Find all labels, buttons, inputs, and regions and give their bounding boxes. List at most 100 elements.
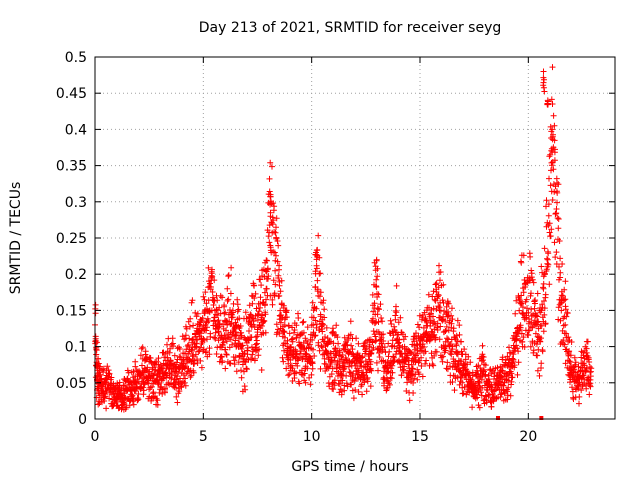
data-point: [100, 369, 107, 376]
data-point: [133, 379, 140, 386]
data-point: [370, 328, 377, 335]
data-point: [280, 329, 287, 336]
data-point: [435, 303, 442, 310]
data-point: [268, 219, 275, 226]
data-point: [440, 281, 447, 288]
data-point: [267, 191, 274, 198]
data-point: [367, 350, 374, 357]
data-point: [510, 351, 517, 358]
data-point: [299, 319, 306, 326]
data-point: [206, 307, 213, 314]
data-point: [372, 319, 379, 326]
data-point: [92, 301, 99, 308]
data-point: [198, 330, 204, 337]
data-point: [551, 149, 558, 156]
data-point: [388, 343, 395, 350]
data-point: [546, 281, 553, 288]
data-point: [551, 239, 558, 246]
data-point: [529, 276, 536, 283]
data-point: [183, 360, 190, 366]
data-point: [541, 305, 548, 312]
data-point: [252, 355, 258, 362]
data-point: [430, 313, 436, 320]
data-point: [397, 350, 404, 357]
data-point: [285, 323, 292, 330]
data-point: [373, 284, 380, 290]
data-point: [387, 317, 394, 324]
data-point: [169, 335, 176, 342]
data-point: [140, 387, 147, 394]
data-point: [193, 343, 200, 350]
data-point: [301, 370, 308, 377]
data-point: [482, 371, 489, 378]
data-point: [156, 389, 163, 396]
data-point: [251, 295, 258, 301]
data-point: [275, 272, 282, 279]
data-point: [311, 353, 318, 359]
data-point: [231, 333, 238, 340]
data-point: [549, 197, 556, 203]
data-point: [211, 334, 218, 341]
data-point: [538, 263, 545, 270]
y-tick-label: 0.2: [65, 267, 87, 283]
data-point: [398, 372, 405, 379]
data-point: [278, 277, 285, 284]
data-point: [190, 369, 197, 376]
data-point: [302, 335, 309, 342]
data-point: [293, 322, 300, 329]
data-point: [313, 305, 320, 312]
y-tick-label: 0.25: [56, 231, 87, 247]
data-point: [359, 391, 366, 398]
data-point: [359, 354, 366, 361]
data-point: [436, 307, 443, 314]
data-point: [257, 294, 264, 301]
data-point: [379, 318, 386, 325]
data-point: [430, 362, 437, 369]
data-point: [553, 206, 560, 212]
data-point: [341, 365, 348, 372]
data-point: [514, 371, 521, 378]
data-point: [507, 350, 514, 356]
data-point: [276, 262, 283, 269]
data-point: [152, 366, 159, 373]
data-point: [302, 379, 309, 386]
data-point: [565, 334, 572, 341]
data-point: [548, 135, 555, 141]
data-point: [336, 349, 343, 356]
data-point: [422, 360, 429, 367]
data-point: [150, 389, 157, 396]
x-tick-label: 15: [411, 429, 429, 445]
data-point: [137, 372, 144, 379]
data-point: [469, 404, 476, 411]
data-point: [186, 323, 193, 330]
data-point: [285, 372, 292, 379]
data-point: [526, 327, 533, 334]
y-tick-label: 0.35: [56, 159, 87, 175]
data-point: [385, 340, 392, 347]
data-point: [121, 400, 128, 407]
data-point: [168, 341, 175, 348]
data-point: [561, 297, 568, 303]
data-point: [156, 373, 163, 380]
data-point: [272, 267, 279, 274]
data-point: [219, 336, 226, 343]
data-point: [454, 362, 461, 369]
data-point: [312, 268, 319, 275]
data-point: [478, 376, 485, 383]
data-point: [139, 344, 146, 351]
data-point: [262, 301, 268, 308]
data-point: [275, 326, 281, 333]
data-point: [225, 272, 232, 279]
data-point: [235, 359, 242, 366]
data-point: [418, 363, 425, 369]
data-point: [546, 153, 553, 160]
y-tick-label: 0.3: [65, 195, 87, 211]
data-point: [147, 355, 154, 361]
data-point: [543, 266, 550, 273]
data-point: [277, 288, 284, 295]
data-point: [571, 354, 578, 361]
data-point: [247, 311, 254, 318]
data-point: [120, 399, 127, 406]
data-point: [210, 294, 216, 301]
data-point: [512, 310, 519, 317]
